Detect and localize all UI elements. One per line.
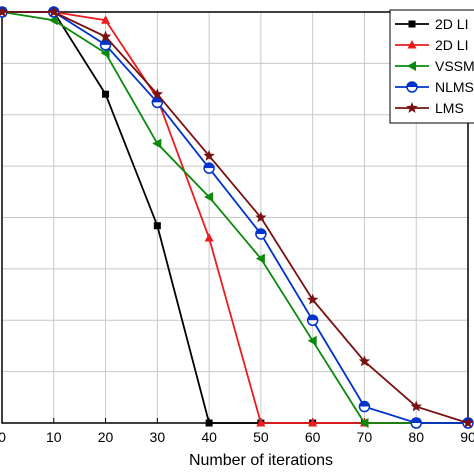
- legend-marker: [407, 40, 417, 49]
- data-point: [410, 417, 422, 429]
- x-tick-label: 10: [46, 429, 62, 445]
- data-point: [0, 6, 8, 17]
- x-tick-label: 60: [305, 429, 321, 445]
- data-point: [100, 48, 110, 59]
- x-tick-label: 80: [408, 429, 424, 445]
- data-point: [359, 418, 369, 428]
- legend-label: NLMS: [435, 79, 474, 95]
- legend-marker: [407, 61, 416, 71]
- data-point: [101, 15, 111, 24]
- data-point: [203, 149, 215, 161]
- data-point: [358, 355, 371, 367]
- data-point: [151, 96, 164, 109]
- data-point: [410, 400, 422, 412]
- series-line: [1, 11, 468, 424]
- x-tick-label: 30: [150, 429, 166, 445]
- data-point: [99, 30, 112, 42]
- data-point: [48, 6, 60, 17]
- data-point: [462, 417, 474, 428]
- legend: 2D LI 2D LI VSSM NLMS LMS: [389, 9, 474, 124]
- data-point: [306, 314, 319, 326]
- legend-marker: [406, 102, 418, 113]
- data-point: [308, 418, 318, 427]
- data-point: [48, 15, 58, 26]
- series-layer: [0, 6, 474, 429]
- x-tick-label: 50: [253, 429, 269, 445]
- data-point: [306, 293, 319, 305]
- data-point: [203, 162, 215, 174]
- legend-entry: NLMS: [395, 79, 474, 95]
- legend-entry: LMS: [395, 100, 464, 116]
- legend-entry: VSSM: [395, 58, 474, 74]
- series-line: [2, 11, 468, 424]
- x-tick-label: 0: [0, 429, 6, 445]
- data-point: [205, 419, 213, 427]
- data-point: [204, 233, 214, 242]
- x-tick-label: 90: [460, 429, 474, 445]
- data-point: [256, 418, 266, 427]
- x-axis-ticks: 0 10 20 30 40 50 60 70 80 90: [0, 418, 474, 445]
- legend-entry: 2D LI: [395, 16, 468, 32]
- x-tick-label: 70: [357, 429, 373, 445]
- legend-marker: [408, 20, 416, 28]
- legend-entry: 2D LI: [395, 37, 468, 53]
- legend-label: 2D LI: [435, 16, 468, 32]
- data-point: [358, 400, 371, 413]
- series-5: [0, 6, 474, 428]
- data-point: [153, 222, 161, 230]
- data-point: [255, 253, 265, 264]
- data-point: [152, 138, 162, 149]
- legend-label: VSSM: [435, 58, 474, 74]
- data-point: [102, 90, 110, 98]
- data-point: [255, 211, 267, 223]
- data-point: [255, 228, 267, 240]
- data-point: [204, 191, 214, 202]
- x-axis-title: Number of iterations: [189, 452, 333, 469]
- legend-label: LMS: [435, 100, 464, 116]
- series-line: [2, 11, 469, 424]
- data-point: [307, 335, 317, 346]
- x-tick-label: 40: [201, 429, 217, 445]
- data-point: [151, 88, 164, 100]
- legend-marker: [406, 81, 418, 93]
- x-tick-label: 20: [98, 429, 114, 445]
- data-point: [99, 39, 112, 51]
- legend-label: 2D LI: [435, 37, 468, 53]
